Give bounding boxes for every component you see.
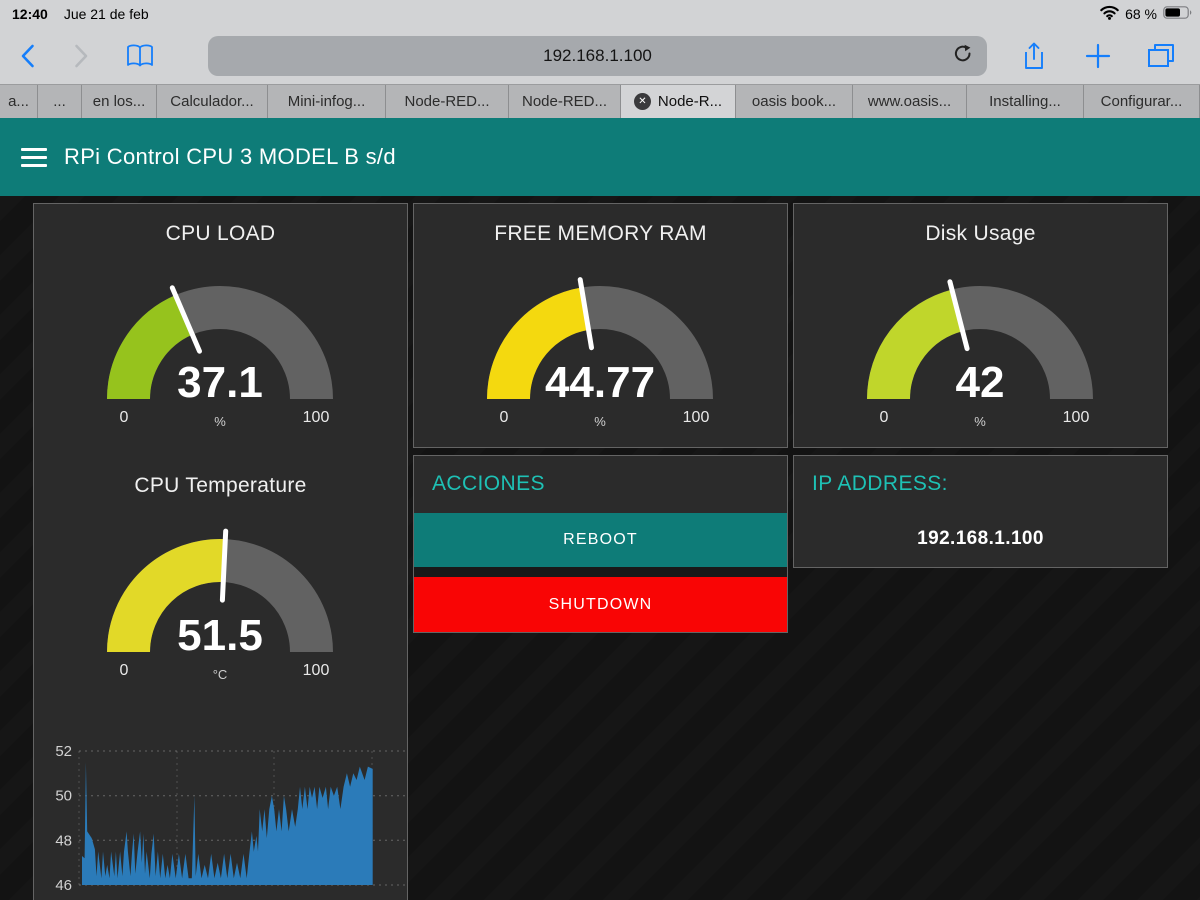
svg-text:100: 100 [683,409,710,426]
ip-address-value: 192.168.1.100 [917,528,1044,549]
tab-installing[interactable]: Installing... [967,85,1084,118]
disk-usage-panel: Disk Usage 42 0 100% [793,203,1168,448]
date: Jue 21 de feb [63,6,149,22]
tab-node-r[interactable]: ✕ Node-R... [621,85,736,118]
svg-text:0: 0 [500,409,509,426]
status-bar: 12:40 Jue 21 de feb 68 % [0,0,1200,28]
tab-label: www.oasis... [867,93,952,110]
cpu-load-title: CPU LOAD [165,222,276,245]
tab-more[interactable]: ... [38,85,82,118]
reboot-button[interactable]: REBOOT [414,513,787,567]
svg-text:51.5: 51.5 [177,611,263,660]
new-tab-button[interactable] [1085,43,1111,69]
shutdown-button[interactable]: SHUTDOWN [414,577,787,632]
battery-percent: 68 % [1125,6,1157,22]
tab-label: Calculador... [170,93,254,110]
tab-a[interactable]: a... [0,85,38,118]
tab-label: Mini-infog... [287,93,366,110]
tab-oasis-book[interactable]: oasis book... [736,85,853,118]
tab-label: Node-R... [657,93,723,110]
svg-text:%: % [974,414,986,429]
tab-label: Configurar... [1100,93,1183,110]
battery-icon [1163,6,1192,22]
dashboard-header: RPi Control CPU 3 MODEL B s/d [0,118,1200,196]
svg-text:%: % [594,414,606,429]
button-divider [414,567,787,577]
tab-label: en los... [92,93,146,110]
svg-text:100: 100 [303,662,330,679]
tab-node-red[interactable]: Node-RED... [386,85,509,118]
tab-label: Node-RED... [404,93,490,110]
tab-label: a... [8,93,29,110]
actions-panel-title: ACCIONES [432,472,545,495]
wifi-icon [1100,5,1119,23]
svg-text:52: 52 [55,743,72,760]
svg-text:°C: °C [213,667,228,682]
svg-text:50: 50 [55,788,72,805]
cpu-temperature-title: CPU Temperature [134,474,307,497]
svg-text:46: 46 [55,877,72,894]
tab-configurar[interactable]: Configurar... [1084,85,1200,118]
ip-address-panel: IP ADDRESS: 192.168.1.100 [793,455,1168,568]
hamburger-menu-icon[interactable] [21,147,47,167]
share-button[interactable] [1022,41,1046,71]
page-title: RPi Control CPU 3 MODEL B s/d [64,144,396,169]
tab-bar: a...... en los... Calculador... Mini-infog.… [0,84,1200,118]
reload-icon[interactable] [953,44,973,69]
cpu-load-gauge: 37.1 0 100% [60,259,380,434]
tab-calculador[interactable]: Calculador... [157,85,268,118]
free-memory-gauge: 44.77 0 100% [440,259,760,434]
tab-en-los[interactable]: en los... [82,85,157,118]
free-memory-panel: FREE MEMORY RAM 44.77 0 100% [413,203,788,448]
svg-text:0: 0 [120,662,129,679]
system-panel: CPU LOAD 37.1 0 100% CPU Temperature 51.5 0… [33,203,408,900]
svg-text:100: 100 [303,409,330,426]
svg-text:0: 0 [880,409,889,426]
tab-label: oasis book... [751,93,837,110]
tab-label: Installing... [989,93,1061,110]
svg-text:37.1: 37.1 [177,358,263,407]
tabs-overview-button[interactable] [1146,42,1176,70]
bookmarks-button[interactable] [126,44,154,68]
svg-text:42: 42 [956,358,1005,407]
tab-www-oasis[interactable]: www.oasis... [853,85,967,118]
svg-text:44.77: 44.77 [545,358,655,407]
temperature-history-chart: 46 48 50 52 [34,716,407,900]
clock: 12:40 [12,6,48,22]
url-bar[interactable]: 192.168.1.100 [208,36,987,76]
browser-toolbar: 192.168.1.100 [0,28,1200,84]
ip-address-title: IP ADDRESS: [812,472,948,495]
disk-usage-title: Disk Usage [925,222,1036,245]
actions-panel: ACCIONES REBOOT SHUTDOWN [413,455,788,633]
disk-usage-gauge: 42 0 100% [820,259,1140,434]
svg-text:%: % [214,414,226,429]
cpu-temperature-gauge: 51.5 0 100 °C [60,512,380,687]
dashboard: CPU LOAD 37.1 0 100% CPU Temperature 51.5 0… [0,196,1200,900]
svg-text:0: 0 [120,409,129,426]
url-text: 192.168.1.100 [543,46,652,65]
svg-text:48: 48 [55,832,72,849]
forward-button[interactable] [74,44,89,68]
close-tab-icon[interactable]: ✕ [633,93,651,110]
free-memory-title: FREE MEMORY RAM [494,222,707,245]
back-button[interactable] [20,44,35,68]
tab-mini-infog[interactable]: Mini-infog... [268,85,386,118]
tab-node-red[interactable]: Node-RED... [509,85,621,118]
tab-label: ... [53,93,66,110]
tab-label: Node-RED... [521,93,608,110]
svg-text:100: 100 [1063,409,1090,426]
